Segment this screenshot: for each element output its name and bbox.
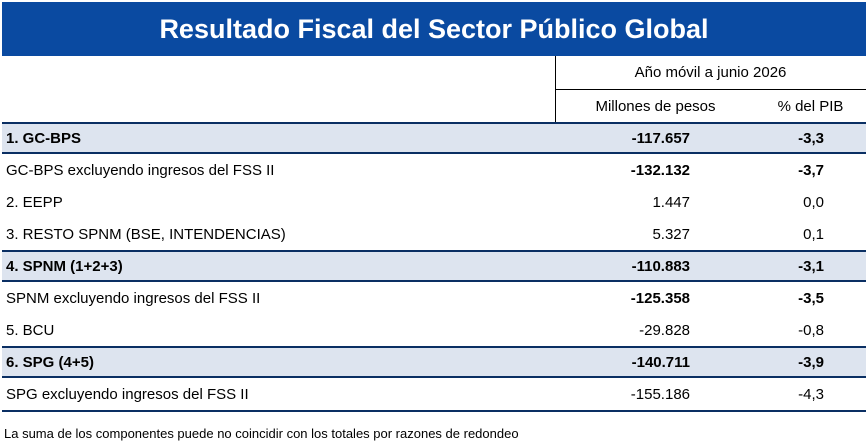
table-title-banner: Resultado Fiscal del Sector Público Glob… — [2, 2, 866, 56]
row-label: GC-BPS excluyendo ingresos del FSS II — [6, 161, 275, 179]
table-row: GC-BPS excluyendo ingresos del FSS II -1… — [2, 154, 866, 186]
row-label: SPNM excluyendo ingresos del FSS II — [6, 289, 261, 307]
table-row: 1. GC-BPS -117.657 -3,3 — [2, 122, 866, 154]
row-pib: 0,0 — [803, 193, 824, 211]
row-label: 2. EEPP — [6, 193, 63, 211]
period-header: Año móvil a junio 2026 — [634, 64, 787, 81]
row-millones: 1.447 — [652, 193, 690, 211]
row-label: 1. GC-BPS — [6, 129, 82, 147]
row-label: 4. SPNM (1+2+3) — [6, 257, 123, 275]
row-label: 5. BCU — [6, 321, 55, 339]
row-millones: -140.711 — [631, 353, 690, 371]
row-millones: 5.327 — [652, 225, 690, 243]
row-pib: 0,1 — [803, 225, 824, 243]
row-millones: -155.186 — [630, 385, 690, 403]
header-rule — [555, 89, 866, 90]
table-row: 6. SPG (4+5) -140.711 -3,9 — [2, 346, 866, 378]
row-label: SPG excluyendo ingresos del FSS II — [6, 385, 249, 403]
row-label: 6. SPG (4+5) — [6, 353, 94, 371]
table-bottom-rule — [2, 410, 866, 412]
table-row: SPNM excluyendo ingresos del FSS II -125… — [2, 282, 866, 314]
column-header-pib: % del PIB — [777, 97, 844, 115]
row-millones: -117.657 — [631, 129, 690, 147]
table-row: 4. SPNM (1+2+3) -110.883 -3,1 — [2, 250, 866, 282]
row-millones: -125.358 — [630, 289, 690, 307]
table-title: Resultado Fiscal del Sector Público Glob… — [159, 13, 709, 44]
table-row: 5. BCU -29.828 -0,8 — [2, 314, 866, 346]
column-header-millones: Millones de pesos — [555, 90, 755, 122]
row-pib: -4,3 — [798, 385, 824, 403]
table-row: SPG excluyendo ingresos del FSS II -155.… — [2, 378, 866, 410]
row-pib: -3,3 — [798, 129, 824, 147]
row-label: 3. RESTO SPNM (BSE, INTENDENCIAS) — [6, 225, 286, 243]
row-pib: -3,7 — [798, 161, 824, 179]
table-row: 3. RESTO SPNM (BSE, INTENDENCIAS) 5.327 … — [2, 218, 866, 250]
row-pib: -3,1 — [798, 257, 824, 275]
row-millones: -110.883 — [631, 257, 690, 275]
row-millones: -29.828 — [639, 321, 690, 339]
row-pib: -3,9 — [798, 353, 824, 371]
row-millones: -132.132 — [630, 161, 690, 179]
row-pib: -0,8 — [798, 321, 824, 339]
table-row: 2. EEPP 1.447 0,0 — [2, 186, 866, 218]
footnote: La suma de los componentes puede no coin… — [4, 426, 519, 441]
row-pib: -3,5 — [798, 289, 824, 307]
